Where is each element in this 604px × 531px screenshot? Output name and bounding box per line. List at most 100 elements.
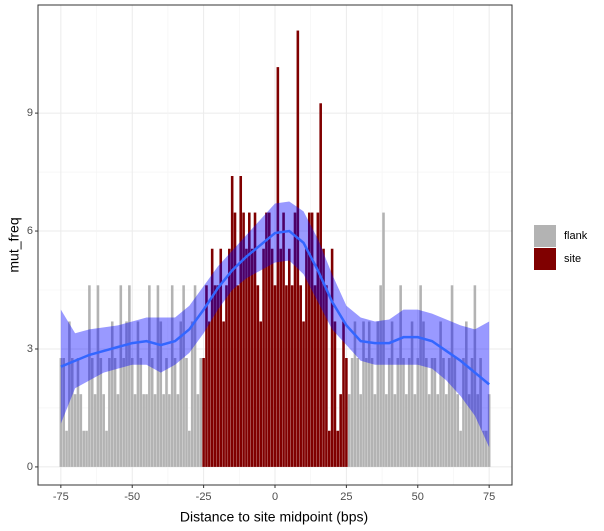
- bar: [279, 248, 282, 467]
- x-tick-label: 25: [340, 491, 352, 503]
- bar: [387, 358, 391, 467]
- bar: [182, 285, 185, 467]
- bar: [102, 394, 105, 467]
- legend-label: site: [564, 253, 581, 265]
- bar: [382, 212, 385, 467]
- bar: [156, 285, 160, 467]
- bar: [299, 285, 302, 467]
- bar: [88, 285, 91, 467]
- bar: [402, 358, 405, 467]
- bar: [216, 285, 220, 467]
- x-tick-label: -75: [53, 491, 69, 503]
- bar: [362, 321, 365, 467]
- confidence-band: [60, 201, 490, 448]
- bar: [110, 321, 114, 467]
- bar: [293, 212, 297, 467]
- bar: [373, 394, 377, 467]
- bar: [162, 394, 165, 467]
- bar: [265, 212, 268, 467]
- bar: [76, 358, 80, 467]
- bar: [425, 358, 428, 467]
- x-tick-label: -25: [196, 491, 212, 503]
- bar: [236, 285, 240, 467]
- bar: [179, 321, 183, 467]
- bar: [116, 394, 120, 467]
- bar: [339, 394, 342, 467]
- bar: [413, 394, 417, 467]
- bar: [108, 358, 111, 467]
- bar: [168, 394, 171, 467]
- bar: [282, 212, 285, 467]
- bar: [145, 394, 148, 467]
- bar: [450, 285, 454, 467]
- bar: [119, 285, 123, 467]
- bar: [225, 285, 228, 467]
- y-tick-label: 0: [27, 461, 33, 473]
- bar: [276, 67, 280, 467]
- bar: [416, 358, 420, 467]
- bar: [459, 430, 462, 467]
- y-tick-label: 9: [27, 107, 33, 119]
- bar: [353, 321, 357, 467]
- bar: [422, 321, 425, 467]
- bar: [208, 321, 211, 467]
- x-tick-label: 0: [272, 491, 278, 503]
- bar: [262, 248, 265, 467]
- bar: [319, 103, 322, 467]
- bar: [370, 358, 374, 467]
- bar: [268, 212, 271, 467]
- bar: [202, 358, 205, 467]
- bar: [256, 285, 260, 467]
- bar: [259, 321, 263, 467]
- bar: [350, 358, 354, 467]
- bar: [99, 358, 103, 467]
- bar: [233, 212, 237, 467]
- bar: [128, 285, 131, 467]
- bar: [465, 321, 468, 467]
- bar: [65, 430, 68, 467]
- bar: [376, 321, 380, 467]
- bar: [445, 394, 448, 467]
- bar: [333, 321, 337, 467]
- bar: [148, 285, 151, 467]
- bar: [367, 321, 371, 467]
- bar: [248, 212, 251, 467]
- bar: [113, 358, 117, 467]
- bar: [485, 430, 488, 467]
- bar: [59, 358, 63, 467]
- bar: [273, 285, 277, 467]
- bar: [462, 358, 465, 467]
- bar: [447, 358, 451, 467]
- y-axis-title: mut_freq: [6, 217, 22, 272]
- bar: [433, 358, 437, 467]
- bar: [205, 285, 208, 467]
- x-tick-label: 50: [412, 491, 424, 503]
- bar: [473, 285, 477, 467]
- bar: [85, 430, 88, 467]
- bar: [125, 321, 128, 467]
- bar: [410, 321, 414, 467]
- bar: [356, 358, 360, 467]
- legend-label: flank: [564, 230, 588, 242]
- bar: [185, 358, 188, 467]
- bar: [73, 394, 77, 467]
- bar: [313, 285, 317, 467]
- bar: [62, 358, 65, 467]
- bar: [430, 358, 434, 467]
- bar: [196, 394, 200, 467]
- bar: [379, 285, 382, 467]
- bar: [359, 394, 362, 467]
- bar: [347, 394, 351, 467]
- bar: [427, 394, 431, 467]
- bar: [482, 430, 485, 467]
- bar: [310, 212, 314, 467]
- bar: [222, 321, 225, 467]
- bar: [305, 248, 308, 467]
- bar: [439, 321, 442, 467]
- bar: [476, 394, 480, 467]
- bar: [68, 321, 71, 467]
- legend-key: [534, 225, 556, 247]
- bar: [250, 248, 254, 467]
- bar: [170, 285, 174, 467]
